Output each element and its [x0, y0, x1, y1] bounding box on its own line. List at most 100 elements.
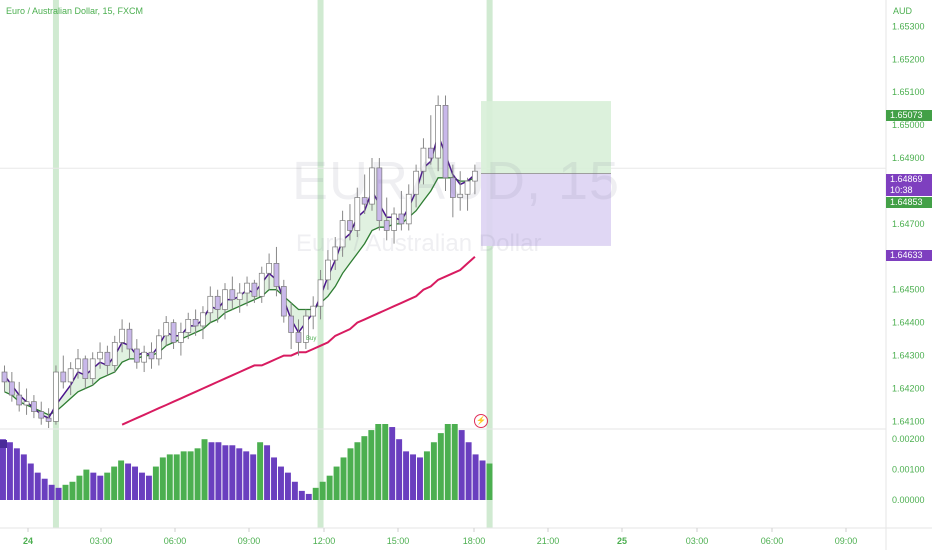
oscillator-bar: [298, 490, 305, 500]
oscillator-axis-tick: 0.00100: [892, 465, 925, 475]
oscillator-bar: [125, 463, 132, 500]
oscillator-bar: [76, 475, 83, 500]
candle-body: [442, 105, 449, 179]
oscillator-bar: [319, 481, 326, 500]
oscillator-bar: [152, 466, 159, 500]
candle-body: [163, 322, 170, 337]
session-highlight-band: [317, 0, 324, 528]
oscillator-bar: [13, 448, 20, 500]
candle-body: [369, 167, 375, 205]
oscillator-bar: [55, 487, 62, 500]
time-axis-tick: 25: [617, 536, 627, 546]
candle-body: [347, 220, 353, 231]
candle-body: [207, 295, 214, 314]
candle-body: [126, 328, 133, 350]
oscillator-bar: [430, 442, 437, 500]
candle-body: [464, 180, 471, 195]
oscillator-bar: [145, 475, 152, 500]
oscillator-bar: [347, 448, 354, 500]
oscillator-bar: [173, 454, 180, 500]
oscillator-bar: [284, 472, 291, 500]
candle-body: [391, 213, 397, 231]
time-axis-tick: 21:00: [537, 536, 560, 546]
candle-body: [457, 193, 464, 198]
target-price-tag: 1.65073: [886, 110, 932, 121]
oscillator-bar: [20, 454, 27, 500]
oscillator-bar: [257, 442, 264, 500]
candle-body: [67, 368, 74, 383]
oscillator-bar: [118, 460, 125, 500]
oscillator-bar: [382, 424, 389, 500]
oscillator-bar: [250, 454, 257, 500]
oscillator-bar: [194, 448, 201, 500]
oscillator-bar: [389, 427, 396, 500]
oscillator-bar: [437, 433, 444, 500]
oscillator-bar: [34, 472, 41, 500]
candle-body: [258, 272, 265, 297]
stop-loss-zone: [481, 173, 611, 246]
price-axis-tick: 1.64500: [892, 285, 925, 295]
candle-body: [472, 170, 478, 182]
candle-body: [435, 105, 441, 159]
oscillator-bar: [291, 481, 298, 500]
candle-body: [266, 263, 272, 274]
time-axis-tick: 24: [23, 536, 33, 546]
time-axis-tick: 06:00: [164, 536, 187, 546]
current-price-tag: 1.64869: [886, 174, 932, 185]
candle-body: [148, 351, 155, 360]
take-profit-zone: [481, 101, 611, 174]
candle-body: [53, 371, 59, 422]
candle-body: [9, 381, 15, 396]
candle-body: [325, 259, 331, 281]
oscillator-legend-tag[interactable]: [0, 440, 7, 448]
oscillator-bar: [132, 466, 138, 500]
oscillator-bar: [326, 475, 333, 500]
price-axis-tick: 1.64200: [892, 383, 925, 393]
oscillator-bar: [6, 442, 13, 500]
oscillator-bar: [201, 439, 208, 500]
candle-body: [251, 282, 258, 297]
candle-body: [1, 371, 8, 383]
candle-body: [214, 295, 221, 310]
lightning-icon[interactable]: ⚡: [474, 414, 488, 428]
session-highlight-band: [52, 0, 59, 528]
candle-body: [383, 220, 390, 231]
oscillator-bar: [278, 466, 284, 500]
buy-signal-label: Buy: [306, 336, 317, 342]
oscillator-bar: [222, 445, 229, 500]
oscillator-bar: [479, 460, 486, 500]
candle-body: [185, 319, 192, 333]
candle-body: [398, 213, 405, 225]
oscillator-bar: [444, 424, 451, 500]
candle-body: [178, 332, 184, 343]
candle-body: [244, 282, 250, 294]
oscillator-bar: [472, 454, 479, 500]
price-axis-tick: 1.64100: [892, 416, 925, 426]
time-axis-tick: 03:00: [90, 536, 113, 546]
oscillator-bar: [69, 481, 76, 500]
symbol-title[interactable]: Euro / Australian Dollar, 15, FXCM: [6, 6, 144, 16]
price-axis-tick: 1.65300: [892, 21, 925, 31]
candle-body: [200, 312, 206, 327]
candle-body: [38, 411, 45, 419]
candle-body: [310, 305, 317, 317]
oscillator-bar: [187, 451, 194, 500]
oscillator-bar: [243, 451, 250, 500]
oscillator-bar: [90, 472, 97, 500]
oscillator-bar: [410, 454, 416, 500]
oscillator-bar: [166, 454, 173, 500]
candle-body: [156, 335, 162, 360]
oscillator-bar: [361, 436, 368, 500]
oscillator-bar: [312, 487, 319, 500]
candle-body: [273, 263, 280, 287]
candle-body: [288, 315, 294, 333]
watermark-name: Euro / Australian Dollar: [296, 230, 542, 257]
oscillator-bar: [458, 430, 465, 500]
price-axis-tick: 1.65200: [892, 54, 925, 64]
oscillator-bar: [236, 448, 243, 500]
candle-body: [23, 401, 30, 406]
oscillator-bar: [396, 439, 403, 500]
oscillator-bar: [305, 493, 312, 500]
